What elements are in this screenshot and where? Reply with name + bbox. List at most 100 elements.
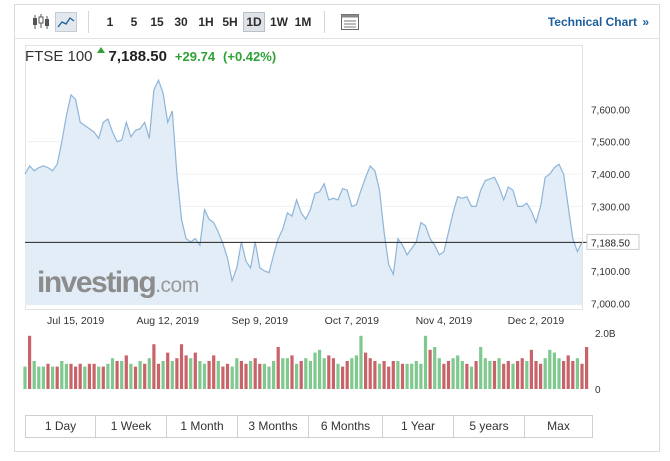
volume-bar — [557, 358, 561, 389]
x-tick-label: Jul 15, 2019 — [47, 315, 104, 327]
interval-1w[interactable]: 1W — [270, 15, 288, 29]
volume-bar — [304, 358, 308, 389]
instrument-name: FTSE 100 — [25, 48, 93, 65]
up-arrow-icon — [96, 47, 105, 53]
period-1-week[interactable]: 1 Week — [96, 416, 167, 437]
volume-bar — [308, 361, 312, 389]
volume-bar — [428, 349, 432, 389]
volume-bar — [37, 366, 41, 389]
volume-bar — [483, 358, 487, 389]
candlestick-icon[interactable] — [29, 12, 51, 32]
interval-1d[interactable]: 1D — [243, 12, 265, 32]
volume-bar — [198, 361, 202, 389]
volume-bar — [138, 361, 142, 389]
volume-bar — [262, 363, 266, 389]
volume-bar — [28, 335, 32, 389]
investing-logo: investing.com — [37, 266, 199, 300]
toolbar: 1 5 15 30 1H 5H 1D 1W 1M Technical Chart… — [15, 5, 659, 39]
logo-brand: investing — [37, 266, 157, 299]
volume-bar — [327, 355, 331, 389]
volume-bar — [193, 352, 197, 389]
interval-30[interactable]: 30 — [174, 15, 188, 29]
x-tick-label: Nov 4, 2019 — [416, 315, 473, 327]
area-chart-icon[interactable] — [55, 12, 77, 32]
period-3-months[interactable]: 3 Months — [238, 416, 309, 437]
volume-bar — [129, 363, 133, 389]
volume-bar — [506, 361, 510, 389]
quote-header: FTSE 100 7,188.50 +29.74 (+0.42%) — [25, 47, 276, 67]
volume-bar — [396, 361, 400, 389]
volume-bar — [354, 355, 358, 389]
volume-bar — [87, 363, 91, 389]
volume-bar — [115, 361, 119, 389]
volume-bar — [290, 355, 294, 389]
volume-bar — [405, 363, 409, 389]
price-chart[interactable]: 7,600.007,500.007,400.007,300.007,200.00… — [15, 5, 659, 409]
price-change: +29.74 — [174, 49, 216, 64]
interval-1h[interactable]: 1H — [198, 15, 214, 29]
volume-bar — [221, 366, 225, 389]
volume-bar — [51, 366, 55, 389]
volume-bar — [313, 352, 317, 389]
volume-bar — [345, 361, 349, 389]
volume-bar — [179, 344, 184, 389]
price-area — [25, 80, 582, 305]
chart-widget: 1 5 15 30 1H 5H 1D 1W 1M Technical Chart… — [14, 4, 660, 452]
volume-bar — [525, 361, 529, 389]
volume-bar — [520, 358, 524, 389]
technical-chart-link[interactable]: Technical Chart » — [548, 15, 649, 29]
volume-bar — [552, 352, 556, 389]
volume-bar — [272, 361, 276, 389]
logo-suffix: .com — [155, 274, 199, 297]
period-1-day[interactable]: 1 Day — [26, 416, 96, 437]
volume-bar — [322, 358, 326, 389]
interval-5[interactable]: 5 — [130, 15, 138, 29]
volume-bar — [156, 363, 161, 389]
volume-bar — [133, 366, 138, 389]
volume-bar — [92, 363, 96, 389]
volume-bar — [336, 363, 340, 389]
interval-5h[interactable]: 5H — [222, 15, 238, 29]
volume-bar — [534, 361, 538, 389]
volume-bar — [166, 352, 170, 389]
volume-bar — [414, 361, 418, 389]
interval-1[interactable]: 1 — [106, 15, 114, 29]
volume-bar — [120, 361, 124, 389]
volume-bar — [492, 361, 497, 389]
period-5-years[interactable]: 5 years — [454, 416, 525, 437]
volume-bar — [318, 349, 322, 389]
volume-bar — [410, 363, 414, 389]
y-tick-label: 7,000.00 — [591, 299, 630, 310]
volume-bar — [377, 363, 382, 389]
period-max[interactable]: Max — [525, 416, 592, 437]
toolbar-separator — [324, 11, 325, 33]
volume-bar — [152, 344, 156, 389]
volume-bar — [83, 366, 87, 389]
volume-bar — [244, 363, 248, 389]
volume-bar — [529, 349, 533, 389]
volume-bar — [562, 361, 566, 389]
period-1-month[interactable]: 1 Month — [167, 416, 238, 437]
volume-bar — [285, 358, 289, 389]
period-1-year[interactable]: 1 Year — [383, 416, 454, 437]
volume-bar — [350, 358, 354, 389]
period-6-months[interactable]: 6 Months — [309, 416, 383, 437]
volume-bar — [539, 363, 543, 389]
x-tick-label: Sep 9, 2019 — [231, 315, 288, 327]
interval-1m[interactable]: 1M — [294, 15, 312, 29]
price-change-percent: (+0.42%) — [223, 49, 277, 64]
volume-bar — [184, 355, 188, 389]
volume-bar — [580, 363, 584, 389]
volume-bar — [281, 358, 285, 389]
current-price-label: 7,188.50 — [591, 238, 630, 249]
volume-bar — [341, 366, 345, 389]
volume-bar — [249, 361, 253, 389]
y-tick-label: 7,400.00 — [591, 170, 630, 181]
interval-15[interactable]: 15 — [150, 15, 164, 29]
volume-bar — [442, 363, 446, 389]
indicators-icon[interactable] — [339, 12, 361, 32]
volume-bar — [295, 363, 299, 389]
x-tick-label: Aug 12, 2019 — [136, 315, 199, 327]
volume-bar — [433, 347, 437, 389]
volume-bar — [175, 358, 179, 389]
